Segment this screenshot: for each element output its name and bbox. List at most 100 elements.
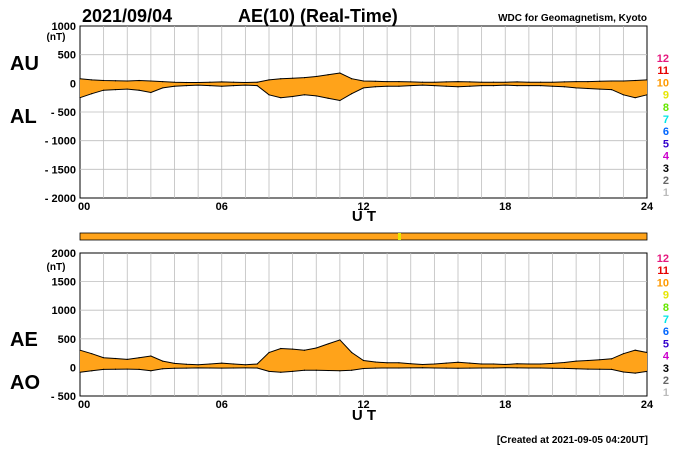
point-ae	[610, 358, 613, 360]
point-al	[563, 86, 565, 88]
point-ae	[410, 363, 412, 365]
point-ao	[575, 368, 577, 370]
point-ae	[126, 358, 128, 360]
point-al	[374, 86, 376, 88]
point-al	[481, 85, 483, 87]
point-ao	[185, 367, 187, 369]
point-au	[599, 80, 601, 82]
station-count-label: 2	[663, 375, 669, 387]
point-al	[634, 97, 636, 99]
point-au	[244, 81, 246, 84]
point-ae	[433, 363, 435, 365]
point-al	[398, 85, 400, 87]
point-ae	[162, 360, 164, 362]
source-label: WDC for Geomagnetism, Kyoto	[498, 13, 647, 24]
point-ae	[315, 347, 317, 349]
y-tick-label: 500	[58, 50, 76, 62]
point-al	[197, 84, 199, 86]
x-tick-label: 18	[499, 201, 511, 213]
au-al-x-ticks: 00 06 12 18 24	[78, 201, 654, 213]
point-ae	[563, 361, 565, 364]
point-ao	[587, 368, 589, 370]
point-al	[280, 97, 282, 99]
point-au	[91, 79, 93, 81]
point-ae	[421, 363, 424, 366]
point-ao	[457, 367, 459, 369]
station-count-label: 11	[657, 65, 669, 77]
point-al	[292, 95, 294, 98]
point-ao	[528, 367, 530, 369]
point-ao	[173, 367, 176, 369]
point-ao	[232, 367, 235, 369]
point-al	[103, 89, 105, 91]
point-ae	[622, 353, 624, 355]
point-ae	[280, 347, 282, 350]
point-al	[504, 84, 506, 86]
x-tick-label: 00	[78, 201, 90, 213]
point-al	[339, 99, 341, 102]
au-al-x-axis-label: U T	[352, 208, 376, 225]
station-coverage-bar	[79, 232, 648, 241]
point-au	[410, 81, 412, 83]
point-au	[162, 81, 164, 83]
point-ao	[315, 369, 317, 371]
point-ae	[209, 363, 211, 365]
ae-ao-data	[79, 339, 648, 374]
point-ae	[79, 349, 81, 351]
station-count-label: 6	[663, 326, 669, 338]
point-al	[162, 87, 164, 89]
point-ao	[610, 368, 613, 371]
station-count-label: 2	[663, 175, 669, 187]
point-ae	[244, 364, 246, 366]
ao-label: AO	[10, 372, 40, 394]
point-au	[386, 81, 388, 83]
point-ao	[599, 368, 601, 370]
point-au	[185, 81, 187, 84]
point-ae	[528, 363, 530, 365]
point-ao	[469, 367, 471, 369]
point-au	[587, 81, 589, 83]
station-count-label: 12	[657, 53, 669, 65]
point-ae	[232, 363, 235, 365]
y-tick-label: 1000	[52, 305, 76, 317]
x-tick-label: 12	[357, 399, 369, 411]
point-ae	[327, 343, 329, 345]
point-au	[374, 80, 376, 82]
point-ae	[481, 363, 483, 365]
y-tick-label: 1500	[52, 277, 76, 289]
point-ao	[481, 367, 483, 369]
point-al	[114, 89, 117, 91]
point-ao	[268, 370, 270, 373]
point-al	[599, 88, 601, 90]
point-ao	[138, 368, 140, 371]
point-au	[327, 74, 329, 76]
point-ao	[504, 367, 506, 369]
x-tick-label: 12	[357, 201, 369, 213]
point-al	[528, 85, 530, 87]
x-tick-label: 00	[78, 399, 90, 411]
point-ao	[410, 367, 412, 369]
point-au	[445, 81, 447, 83]
point-ao	[421, 367, 424, 369]
point-ae	[362, 359, 365, 362]
point-au	[303, 77, 306, 79]
point-al	[386, 85, 388, 87]
point-au	[150, 80, 152, 82]
point-ae	[540, 363, 542, 365]
point-ae	[91, 353, 93, 355]
point-al	[587, 87, 589, 90]
station-count-label: 9	[663, 290, 669, 302]
point-ao	[126, 368, 128, 370]
al-label: AL	[10, 106, 37, 128]
point-au	[362, 80, 365, 82]
point-al	[433, 85, 435, 87]
point-ae	[374, 361, 376, 363]
point-al	[610, 89, 613, 91]
coverage-bar-gap-marker	[398, 233, 401, 240]
point-ao	[339, 370, 341, 372]
y-tick-label: 2000	[52, 248, 76, 260]
point-ao	[540, 367, 542, 369]
station-count-label: 3	[663, 363, 669, 375]
